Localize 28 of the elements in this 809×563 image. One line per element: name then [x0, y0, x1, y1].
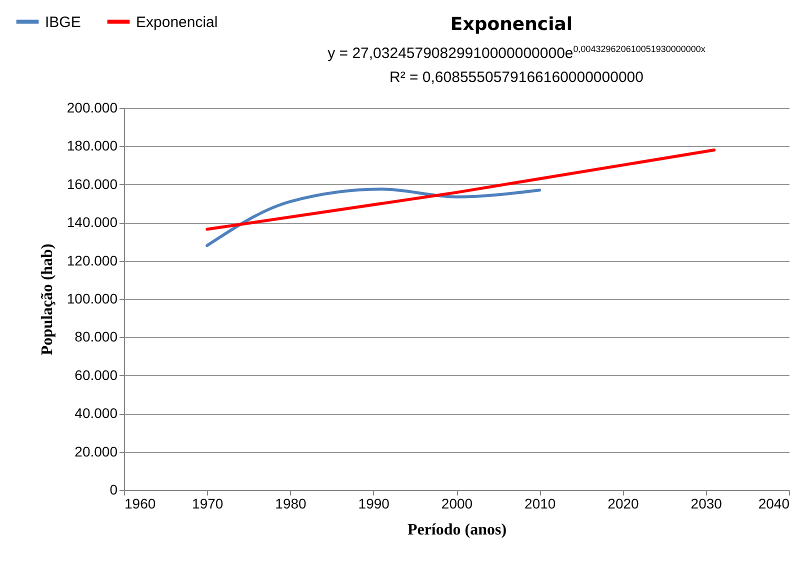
text: R² = 0,6085550579166160000000000: [388, 69, 644, 86]
x-tick-label: 2020: [608, 496, 640, 512]
x-tick-label: 2040: [758, 496, 790, 512]
line-series: [206, 188, 542, 248]
y-tick-label: 180.000: [66, 138, 118, 154]
x-tick-label: 2000: [441, 496, 473, 512]
legend-label: Exponencial: [136, 14, 218, 31]
x-tick-label: 1970: [192, 496, 224, 512]
x-tick-label: 1960: [124, 496, 156, 512]
x-tick-label: 1980: [275, 496, 307, 512]
y-axis-title: População (hab): [38, 244, 56, 356]
x-axis-title: Período (anos): [407, 522, 507, 538]
x-tick-label: 1990: [358, 496, 390, 512]
text: y = 27,03245790829910000000000e$^{0,004329620610051930000000x}$: [326, 44, 706, 62]
y-tick-label: 140.000: [66, 214, 118, 230]
y-tick-label: 160.000: [66, 176, 118, 192]
y-tick-label: 80.000: [74, 328, 118, 345]
y-tick-label: 40.000: [74, 405, 118, 422]
y-tick-label: 60.000: [74, 366, 118, 383]
chart-title: Exponencial: [450, 14, 573, 35]
y-tick-label: 120.000: [66, 252, 118, 268]
legend-label: IBGE: [45, 14, 81, 31]
y-tick-label: 20.000: [74, 443, 118, 460]
y-tick-label: 100.000: [66, 290, 118, 306]
x-tick-label: 2030: [690, 496, 722, 512]
y-tick-label: 0: [110, 482, 118, 498]
x-tick-label: 2010: [524, 496, 556, 512]
y-tick-label: 200.000: [66, 100, 118, 116]
